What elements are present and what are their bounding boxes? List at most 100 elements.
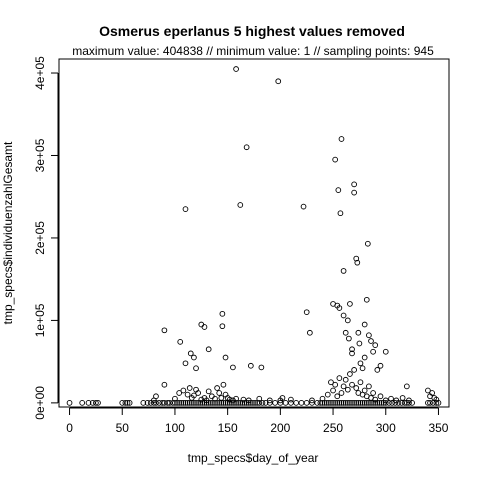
data-point: [172, 400, 178, 406]
data-point: [198, 396, 205, 403]
data-point: [323, 400, 330, 406]
y-axis-label: tmp_specs$individuenzahlGesamt: [1, 141, 15, 324]
data-point: [357, 360, 364, 367]
data-point: [259, 400, 266, 406]
data-point: [220, 400, 227, 406]
data-point: [252, 400, 258, 406]
data-point: [347, 301, 353, 307]
data-point: [258, 364, 265, 371]
data-point: [372, 400, 379, 406]
data-point: [399, 395, 406, 401]
data-point: [205, 388, 212, 395]
data-point: [382, 348, 389, 355]
data-point: [303, 400, 310, 406]
data-point: [433, 396, 440, 403]
data-point: [193, 400, 199, 406]
data-point: [85, 400, 92, 406]
data-point: [346, 335, 352, 342]
data-point: [172, 395, 178, 402]
data-point: [178, 400, 185, 406]
data-point: [212, 400, 218, 406]
data-point: [374, 367, 381, 373]
data-point: [272, 400, 278, 406]
data-point: [79, 400, 86, 406]
data-point: [240, 396, 247, 403]
data-point: [403, 383, 410, 390]
data-point: [293, 400, 300, 406]
data-point: [245, 397, 252, 404]
data-point: [349, 350, 355, 357]
data-point: [324, 391, 331, 398]
data-point: [342, 329, 349, 336]
y-tick-label: 1e+05: [33, 303, 47, 337]
data-point: [230, 397, 236, 404]
plot-frame: [58, 58, 450, 408]
data-point: [153, 393, 159, 400]
data-point: [351, 181, 357, 188]
x-tick-label: 0: [66, 421, 73, 435]
data-point: [184, 391, 191, 398]
data-point: [256, 395, 263, 402]
data-point: [124, 400, 131, 406]
data-point: [199, 400, 206, 406]
data-point: [355, 329, 362, 336]
data-point: [303, 309, 310, 316]
data-point: [177, 339, 184, 345]
data-point: [250, 400, 256, 406]
data-point: [195, 400, 201, 406]
data-point: [166, 400, 173, 406]
data-point: [122, 400, 129, 406]
data-point: [388, 395, 394, 402]
data-point: [433, 400, 440, 406]
y-tick-label: 0e+00: [33, 386, 47, 420]
data-point: [309, 397, 315, 404]
data-point: [338, 136, 345, 142]
data-point: [359, 400, 366, 406]
x-tick-label: 50: [116, 421, 130, 435]
data-point: [298, 400, 305, 406]
data-point: [366, 332, 372, 339]
data-point: [340, 312, 347, 319]
data-point: [282, 400, 289, 406]
data-point: [363, 400, 370, 406]
data-point: [349, 381, 355, 388]
data-point: [361, 387, 368, 394]
x-tick-label: 200: [270, 421, 290, 435]
y-tick-label: 2e+05: [33, 221, 47, 255]
data-point: [207, 400, 214, 406]
data-point: [332, 381, 339, 388]
data-point: [344, 317, 351, 324]
data-point: [241, 400, 248, 406]
data-point: [161, 400, 168, 406]
data-point: [425, 387, 431, 394]
data-point: [342, 376, 349, 383]
data-point: [66, 400, 73, 406]
data-point: [429, 390, 435, 396]
data-point: [314, 400, 321, 406]
data-point: [353, 255, 360, 262]
data-point: [176, 400, 183, 406]
data-point: [336, 305, 343, 311]
data-point: [193, 365, 199, 372]
data-point: [182, 400, 189, 406]
data-point: [279, 395, 286, 401]
data-point: [243, 144, 250, 151]
data-point: [164, 400, 171, 406]
data-point: [330, 387, 336, 394]
data-point: [372, 342, 379, 349]
data-point: [389, 400, 395, 406]
x-tick-label: 300: [376, 421, 396, 435]
data-point: [184, 400, 191, 406]
data-point: [370, 390, 376, 396]
data-point: [191, 400, 197, 406]
x-tick-label: 250: [323, 421, 343, 435]
y-axis: 0e+00 1e+05 2e+05 3e+05 4e+05: [33, 56, 59, 420]
data-point: [95, 400, 101, 406]
data-point: [376, 400, 383, 406]
data-point: [325, 400, 332, 406]
data-point: [180, 400, 187, 406]
data-point: [266, 397, 273, 404]
x-tick-label: 100: [165, 421, 185, 435]
data-point: [377, 393, 384, 400]
